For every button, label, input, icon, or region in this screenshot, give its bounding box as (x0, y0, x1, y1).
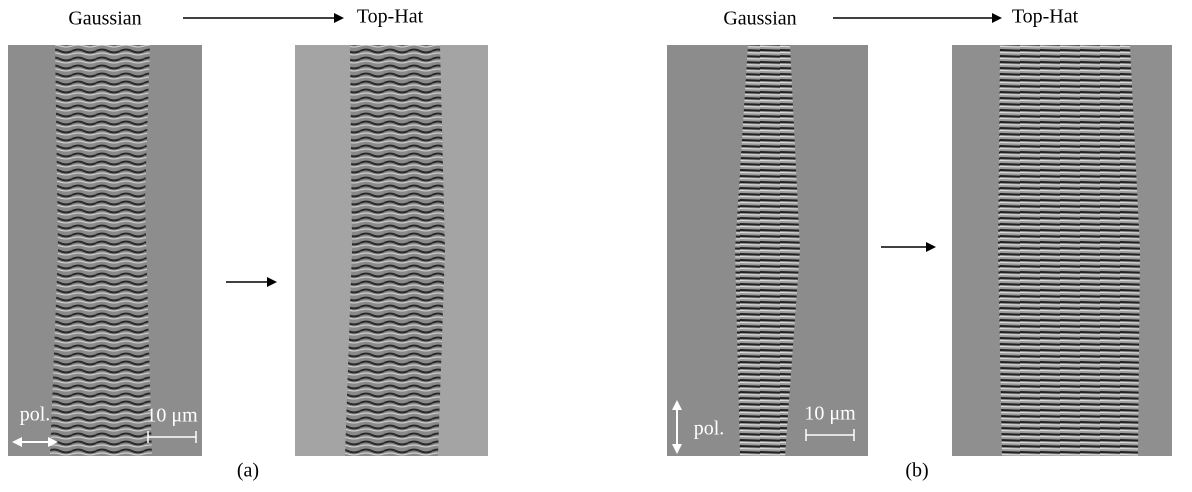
caption: (b) (905, 460, 928, 482)
caption: (a) (237, 460, 259, 482)
track (345, 45, 445, 456)
scale-label: 10 μm (804, 403, 856, 425)
track (50, 45, 152, 456)
pol-label: pol. (20, 404, 51, 426)
label: Gaussian (723, 8, 796, 30)
label: Top-Hat (1012, 6, 1079, 28)
label: Gaussian (68, 8, 141, 30)
figure: Gaussian Top-Hat pol. 10 μm (a) Gaussian… (0, 0, 1192, 492)
panel-a: Gaussian Top-Hat pol. 10 μm (a) (8, 6, 488, 482)
scale-label: 10 μm (146, 405, 198, 427)
pol-label: pol. (694, 418, 725, 440)
label: Top-Hat (357, 6, 424, 28)
track (998, 45, 1140, 456)
panel-b: Gaussian Top-Hat pol. 10 μm (b) (667, 6, 1172, 482)
